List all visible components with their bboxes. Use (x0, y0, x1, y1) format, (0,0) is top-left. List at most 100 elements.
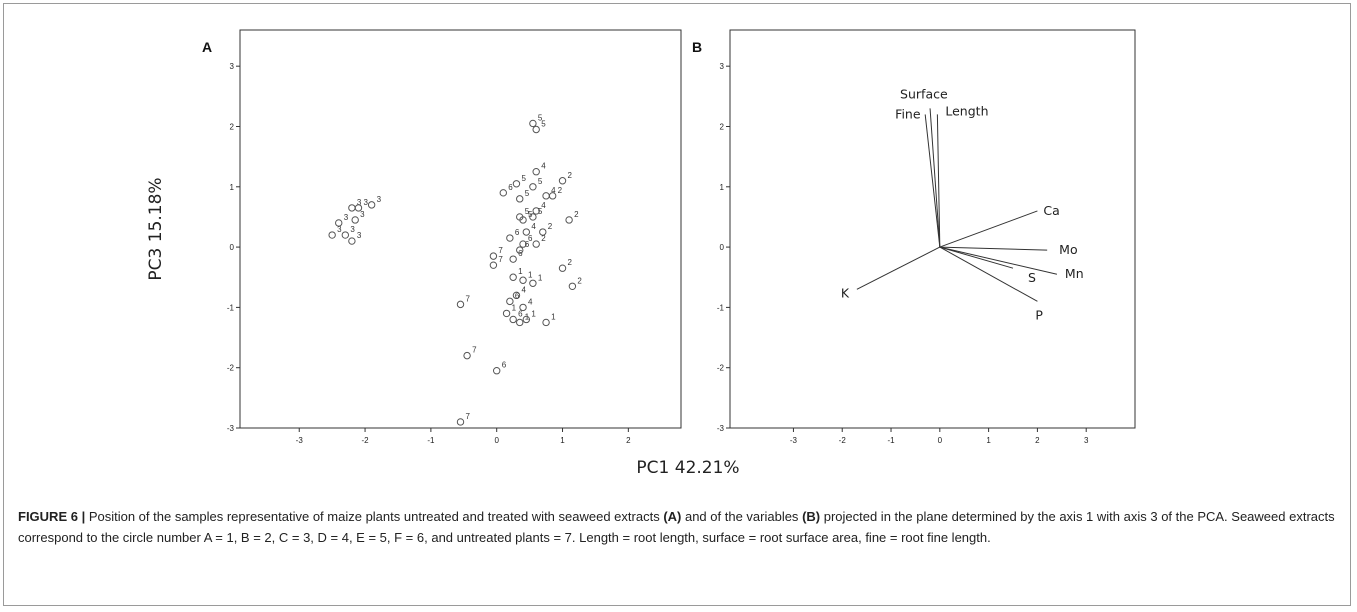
scatter-point (529, 119, 537, 128)
point-label: 4 (541, 201, 546, 210)
point-label: 1 (518, 267, 523, 276)
point-label: 1 (538, 273, 543, 282)
x-tick-label: 1 (986, 436, 991, 445)
loading-vector-ca (939, 210, 1038, 248)
scatter-point (519, 276, 527, 284)
y-tick-label: 2 (230, 122, 235, 131)
scatter-point (558, 264, 567, 272)
caption-ref-a: (A) (663, 509, 682, 524)
caption-text-1: Position of the samples representative o… (85, 509, 664, 524)
scatter-point (512, 291, 521, 300)
x-tick-label: 2 (1035, 436, 1040, 445)
point-label: 5 (541, 120, 546, 129)
x-tick-label: -1 (887, 436, 895, 445)
scatter-point (522, 315, 531, 324)
vector-label-s: S (1028, 270, 1036, 285)
point-label: 1 (551, 312, 556, 321)
point-label: 7 (466, 412, 471, 421)
y-tick-label: 0 (230, 243, 235, 252)
scatter-point (463, 351, 471, 360)
loading-vector-s (939, 246, 1014, 269)
point-label: 5 (538, 207, 543, 216)
point-label: 2 (548, 222, 553, 231)
panel-label-A: A (202, 39, 212, 55)
scatter-point (506, 297, 514, 306)
point-label: 1 (531, 309, 536, 318)
point-label: 6 (528, 234, 533, 243)
scatter-point (367, 201, 376, 209)
point-label: 7 (498, 246, 503, 255)
scatter-point (509, 255, 517, 263)
point-label: 4 (521, 285, 526, 294)
scatter-point (512, 180, 521, 188)
y-tick-label: -3 (227, 424, 235, 433)
scatter-point (519, 303, 527, 312)
point-label: 4 (528, 297, 533, 306)
point-label: 6 (518, 309, 523, 318)
point-label: 3 (337, 225, 342, 234)
x-tick-label: -3 (790, 436, 798, 445)
scatter-point (548, 192, 557, 200)
y-tick-label: 2 (720, 122, 725, 131)
scatter-point (529, 183, 537, 191)
loading-vector-length (936, 114, 941, 248)
y-tick-label: -1 (717, 303, 725, 312)
x-tick-label: 0 (494, 436, 499, 445)
point-label: 2 (574, 210, 579, 219)
x-tick-label: -3 (296, 436, 304, 445)
point-label: 5 (525, 207, 530, 216)
vector-label-ca: Ca (1043, 203, 1059, 218)
x-tick-label: -2 (839, 436, 847, 445)
point-label: 6 (508, 183, 513, 192)
x-tick-label: -2 (361, 436, 369, 445)
point-label: 3 (357, 198, 362, 207)
scatter-point (532, 240, 540, 248)
y-tick-label: -2 (717, 364, 725, 373)
vector-label-length: Length (945, 103, 988, 118)
scatter-point (532, 207, 540, 215)
x-tick-label: 2 (626, 436, 631, 445)
point-label: 3 (363, 198, 368, 207)
scatter-point (506, 234, 514, 242)
y-tick-label: 0 (720, 243, 725, 252)
loading-vector-p (939, 246, 1038, 302)
x-tick-label: 0 (938, 436, 943, 445)
caption-figure-label: FIGURE 6 | (18, 509, 86, 524)
caption-ref-b: (B) (802, 509, 821, 524)
x-tick-label: -1 (427, 436, 435, 445)
scatter-point (456, 300, 465, 309)
loading-vector-mo (939, 246, 1048, 251)
y-axis-title: PC3 15.18% (146, 177, 166, 280)
scatter-point (493, 367, 501, 375)
point-label: 6 (502, 361, 507, 370)
vector-label-p: P (1035, 307, 1043, 322)
scatter-point (348, 237, 356, 245)
caption-text-2: and of the variables (681, 509, 803, 524)
point-label: 5 (521, 174, 526, 183)
vector-label-surface: Surface (900, 86, 948, 101)
figure-caption: FIGURE 6 | Position of the samples repre… (18, 506, 1343, 548)
scatter-point (335, 219, 343, 227)
point-label: 6 (515, 291, 520, 300)
scatter-point (568, 282, 577, 290)
point-label: 2 (568, 258, 573, 267)
y-tick-label: -3 (717, 424, 725, 433)
scatter-point (509, 273, 517, 281)
panel-label-B: B (692, 39, 702, 55)
x-axis-title: PC1 42.21% (636, 458, 739, 478)
y-tick-label: 1 (230, 183, 235, 192)
scatter-point (341, 231, 350, 239)
scatter-point (348, 204, 356, 212)
point-label: 7 (472, 346, 477, 355)
point-label: 5 (525, 189, 530, 198)
scatter-point (328, 231, 336, 239)
y-tick-label: -1 (227, 303, 235, 312)
point-label: 3 (344, 213, 349, 222)
scatter-point (532, 125, 540, 134)
y-tick-label: 1 (720, 183, 725, 192)
scatter-point (558, 177, 567, 185)
point-label: 2 (577, 276, 582, 285)
point-label: 2 (541, 234, 546, 243)
scatter-point (516, 195, 524, 203)
point-label: 1 (525, 312, 530, 321)
